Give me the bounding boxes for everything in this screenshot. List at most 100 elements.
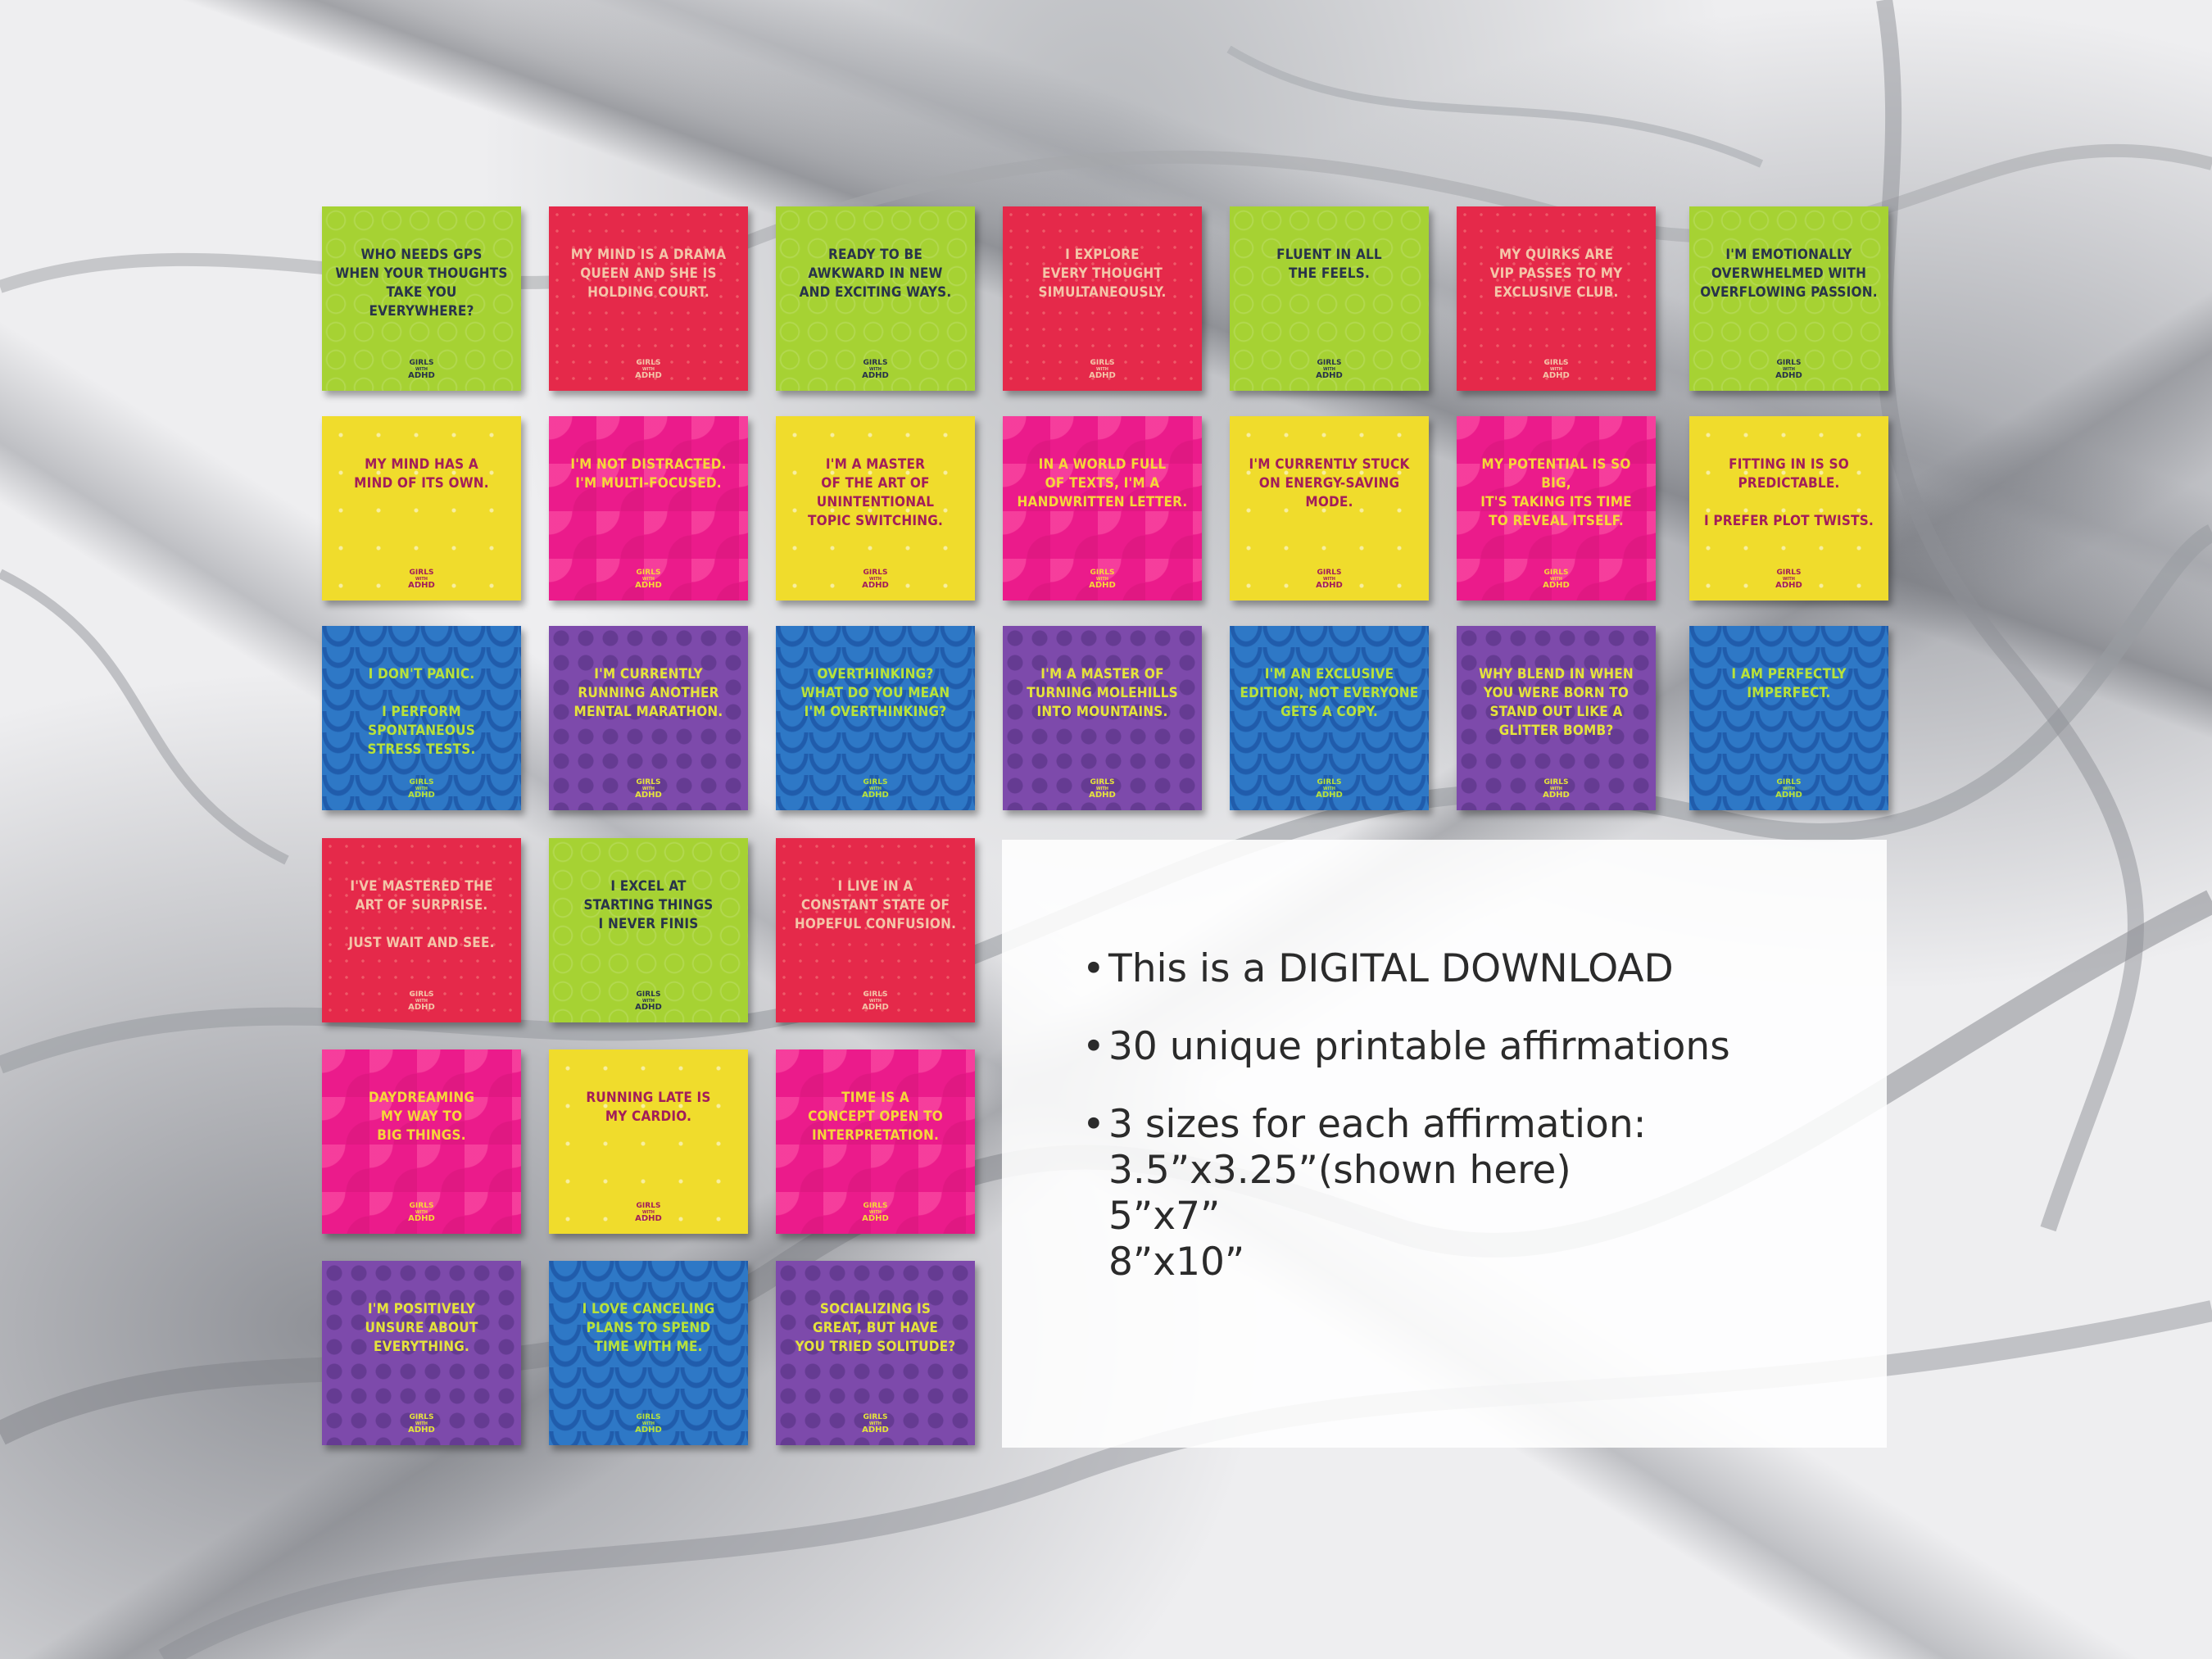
card-pattern [549,206,748,391]
girls-with-adhd-logo: GIRLS WITH ADHD [862,569,890,590]
card-pattern [1689,206,1888,391]
logo-text: ADHD [635,1003,662,1012]
logo-text: ADHD [635,1426,662,1435]
logo-text: GIRLS [863,778,888,786]
affirmation-card: My mind has a mind of its own. GIRLS WITH A… [322,416,521,601]
logo-text: GIRLS [1090,359,1115,367]
bullet-icon: • [1082,946,1105,991]
logo-text: ADHD [1775,371,1802,380]
logo-text: GIRLS [863,1413,888,1421]
affirmation-card: I'm positively unsure about everything. G… [322,1261,521,1445]
logo-text: WITH [869,999,882,1004]
card-pattern [322,626,521,810]
girls-with-adhd-logo: GIRLS WITH ADHD [1089,359,1117,380]
card-pattern [776,1261,975,1445]
sizes-block: 3 sizes for each affirmation: 3.5”x3.25”… [1108,1102,1646,1285]
affirmation-card: I'm a master of turning molehills into m… [1003,626,1202,810]
logo-text: GIRLS [863,569,888,577]
girls-with-adhd-logo: GIRLS WITH ADHD [408,991,436,1012]
logo-text: ADHD [1089,371,1116,380]
affirmation-text: I don't panic. I perform spontaneous str… [367,666,476,758]
affirmation-card: My quirks are VIP passes to my exclusive… [1457,206,1656,391]
affirmation-text: Daydreaming my way to big things. [368,1090,475,1144]
affirmation-card: My mind is a drama queen and she is hold… [549,206,748,391]
affirmation-text: Running late is my cardio. [586,1090,711,1125]
logo-text: ADHD [408,1426,435,1435]
girls-with-adhd-logo: GIRLS WITH ADHD [635,778,663,800]
affirmation-card: Fluent in all the feels. GIRLS WITH ADHD [1230,206,1429,391]
affirmation-text: My quirks are VIP passes to my exclusive… [1489,247,1623,301]
logo-text: WITH [1550,577,1562,582]
affirmation-text: I explore every thought simultaneously. [1038,247,1167,301]
info-text: This is a DIGITAL DOWNLOAD [1108,946,1674,991]
affirmation-card: I'm emotionally overwhelmed with overflo… [1689,206,1888,391]
girls-with-adhd-logo: GIRLS WITH ADHD [1089,569,1117,590]
logo-text: WITH [1783,367,1795,372]
affirmation-text: I live in a constant state of hopeful co… [794,878,957,932]
card-pattern [1457,416,1656,601]
logo-text: ADHD [862,1003,889,1012]
affirmation-text: I am perfectly imperfect. [1731,666,1847,701]
girls-with-adhd-logo: GIRLS WITH ADHD [1543,569,1571,590]
size-option: 5”x7” [1108,1194,1221,1239]
bullet-icon: • [1082,1102,1105,1147]
girls-with-adhd-logo: GIRLS WITH ADHD [1775,569,1803,590]
info-text: 3 sizes for each affirmation: [1108,1102,1647,1147]
card-pattern [549,416,748,601]
card-pattern [1689,416,1888,601]
affirmation-card: I explore every thought simultaneously. G… [1003,206,1202,391]
affirmation-card: Socializing is great, but have you tried… [776,1261,975,1445]
bullet-icon: • [1082,1024,1105,1069]
logo-text: ADHD [408,371,435,380]
logo-text: ADHD [1089,581,1116,590]
logo-text: ADHD [408,1214,435,1223]
card-pattern [549,838,748,1022]
logo-text: WITH [642,1210,655,1215]
size-option: 3.5”x3.25”(shown here) [1108,1148,1571,1193]
logo-text: ADHD [862,791,889,800]
logo-text: GIRLS [409,359,434,367]
girls-with-adhd-logo: GIRLS WITH ADHD [1543,778,1571,800]
logo-text: ADHD [408,1003,435,1012]
affirmation-card: I excel at starting things I never finis… [549,838,748,1022]
logo-text: GIRLS [1317,778,1342,786]
logo-text: GIRLS [1317,359,1342,367]
logo-text: GIRLS [863,359,888,367]
card-pattern [322,206,521,391]
logo-text: GIRLS [863,1202,888,1210]
affirmation-text: My potential is so big, it's taking its … [1480,456,1632,529]
logo-text: WITH [1783,577,1795,582]
card-pattern [1003,626,1202,810]
girls-with-adhd-logo: GIRLS WITH ADHD [408,359,436,380]
logo-text: WITH [642,577,655,582]
logo-text: WITH [1096,367,1108,372]
affirmation-card: I'm an exclusive edition, not everyone g… [1230,626,1429,810]
card-pattern [776,1049,975,1234]
affirmation-card: I've mastered the art of surprise. Just … [322,838,521,1022]
card-pattern [322,1261,521,1445]
logo-text: GIRLS [1317,569,1342,577]
logo-text: GIRLS [409,569,434,577]
card-pattern [776,838,975,1022]
affirmation-card: I'm currently stuck on energy-saving mod… [1230,416,1429,601]
card-pattern [1230,206,1429,391]
logo-text: ADHD [862,371,889,380]
logo-text: GIRLS [1543,778,1569,786]
affirmation-text: Overthinking? What do you mean I'm overt… [800,666,950,720]
logo-text: ADHD [1543,371,1570,380]
girls-with-adhd-logo: GIRLS WITH ADHD [1543,360,1571,380]
affirmation-card: I'm currently running another mental mar… [549,626,748,810]
affirmation-text: Ready to be awkward in new and exciting … [799,247,952,301]
affirmation-text: I'm a master of the art of unintentional… [808,456,943,529]
logo-text: ADHD [862,581,889,590]
logo-text: WITH [1096,577,1108,582]
logo-text: ADHD [862,1426,889,1435]
logo-text: GIRLS [636,1413,661,1421]
logo-text: GIRLS [636,778,661,786]
affirmation-card: Running late is my cardio. GIRLS WITH ADHD [549,1049,748,1234]
logo-text: GIRLS [409,1202,434,1210]
logo-text: WITH [1323,577,1335,582]
logo-text: GIRLS [409,778,434,786]
girls-with-adhd-logo: GIRLS WITH ADHD [408,1414,436,1435]
logo-text: WITH [1550,367,1562,372]
